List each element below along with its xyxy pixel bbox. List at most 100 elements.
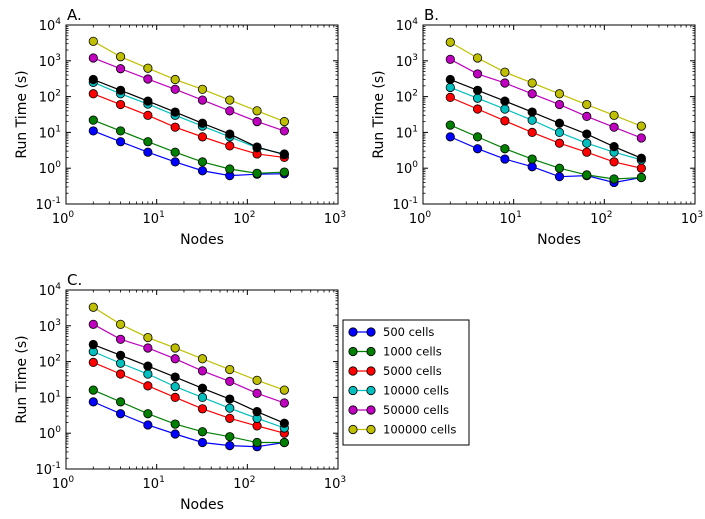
data-point <box>88 74 98 85</box>
data-point <box>197 166 208 176</box>
series-2 <box>88 115 289 178</box>
series-7 <box>445 37 646 131</box>
series-line <box>93 389 285 444</box>
y-axis-label: Run Time (s) <box>14 70 30 158</box>
series-line <box>450 136 642 184</box>
data-point <box>115 126 126 136</box>
series-line <box>93 119 285 174</box>
data-point <box>279 385 289 395</box>
y-tick-label: 102 <box>396 89 418 106</box>
y-tick-label: 101 <box>39 124 61 141</box>
data-point <box>527 154 537 164</box>
legend-entry: 10000 cells <box>348 384 449 398</box>
data-point <box>88 319 98 329</box>
data-point <box>197 84 208 94</box>
legend-label: 10000 cells <box>383 384 449 398</box>
data-point <box>115 64 126 74</box>
y-tick-label: 104 <box>39 17 62 34</box>
data-point <box>445 82 455 93</box>
x-axis-label: Nodes <box>537 232 581 248</box>
y-tick-label: 103 <box>396 53 418 70</box>
data-point <box>636 133 646 143</box>
data-point <box>636 163 646 173</box>
data-point <box>115 358 126 368</box>
data-point <box>88 115 98 125</box>
series-6 <box>445 54 646 143</box>
data-point <box>225 413 235 423</box>
data-point <box>197 437 208 448</box>
data-point <box>445 92 455 102</box>
data-point <box>472 69 483 79</box>
data-point <box>472 85 483 95</box>
data-point <box>252 168 262 178</box>
data-point <box>609 157 619 167</box>
data-point <box>115 52 126 62</box>
series-line <box>450 78 642 159</box>
data-point <box>115 319 126 329</box>
panel-label: B. <box>424 6 439 24</box>
data-point <box>500 154 510 164</box>
legend-marker <box>366 327 376 337</box>
data-point <box>143 147 153 157</box>
legend: 500 cells 1000 cells 5000 cells 10000 cells… <box>342 319 470 446</box>
legend-marker <box>348 346 358 357</box>
data-point <box>445 37 455 47</box>
series-6 <box>88 53 289 136</box>
series-5 <box>88 74 289 160</box>
data-point <box>472 93 483 103</box>
y-tick-label: 103 <box>39 318 61 335</box>
data-point <box>170 343 180 353</box>
data-point <box>279 398 289 408</box>
data-point <box>170 382 180 392</box>
legend-label: 50000 cells <box>383 403 449 417</box>
data-point <box>115 409 126 419</box>
data-point <box>197 95 208 105</box>
data-point <box>554 127 565 137</box>
y-tick-label: 102 <box>39 354 61 371</box>
data-point <box>143 137 153 147</box>
data-point <box>554 89 565 99</box>
x-tick-label: 102 <box>233 475 255 492</box>
data-point <box>225 403 235 413</box>
axes-frame <box>65 24 339 205</box>
data-point <box>279 117 289 127</box>
data-point <box>225 432 235 442</box>
y-tick-label: 102 <box>39 89 61 106</box>
data-point <box>500 78 510 88</box>
data-point <box>225 106 235 116</box>
legend-marker <box>348 366 358 376</box>
x-tick-label: 103 <box>324 475 346 492</box>
series-line <box>450 96 642 169</box>
data-point <box>197 132 208 142</box>
legend-marker <box>366 405 376 415</box>
series-line <box>450 58 642 139</box>
data-point <box>88 302 98 312</box>
data-point <box>143 409 153 419</box>
data-point <box>115 397 126 407</box>
legend-label: 5000 cells <box>383 364 442 378</box>
series-7 <box>88 302 289 395</box>
data-point <box>279 418 289 428</box>
data-point <box>197 366 208 376</box>
series-line <box>449 41 642 127</box>
data-point <box>225 441 235 451</box>
x-tick-label: 101 <box>500 210 522 227</box>
series-line <box>450 86 642 161</box>
data-point <box>636 121 646 131</box>
panel-1: 100 101 102 10310-1100101102103104NodesRun … <box>14 6 346 248</box>
data-point <box>170 429 180 439</box>
data-point <box>252 388 262 398</box>
data-point <box>88 397 98 407</box>
data-point <box>445 120 455 130</box>
data-point <box>225 129 235 139</box>
data-point <box>445 54 455 64</box>
series-7 <box>88 36 289 127</box>
data-point <box>636 172 646 183</box>
data-point <box>554 118 565 128</box>
data-point <box>170 107 180 117</box>
x-tick-label: 103 <box>324 210 346 227</box>
data-point <box>472 104 483 114</box>
data-point <box>500 144 510 154</box>
data-point <box>279 126 289 136</box>
y-tick-label: 100 <box>39 160 62 177</box>
